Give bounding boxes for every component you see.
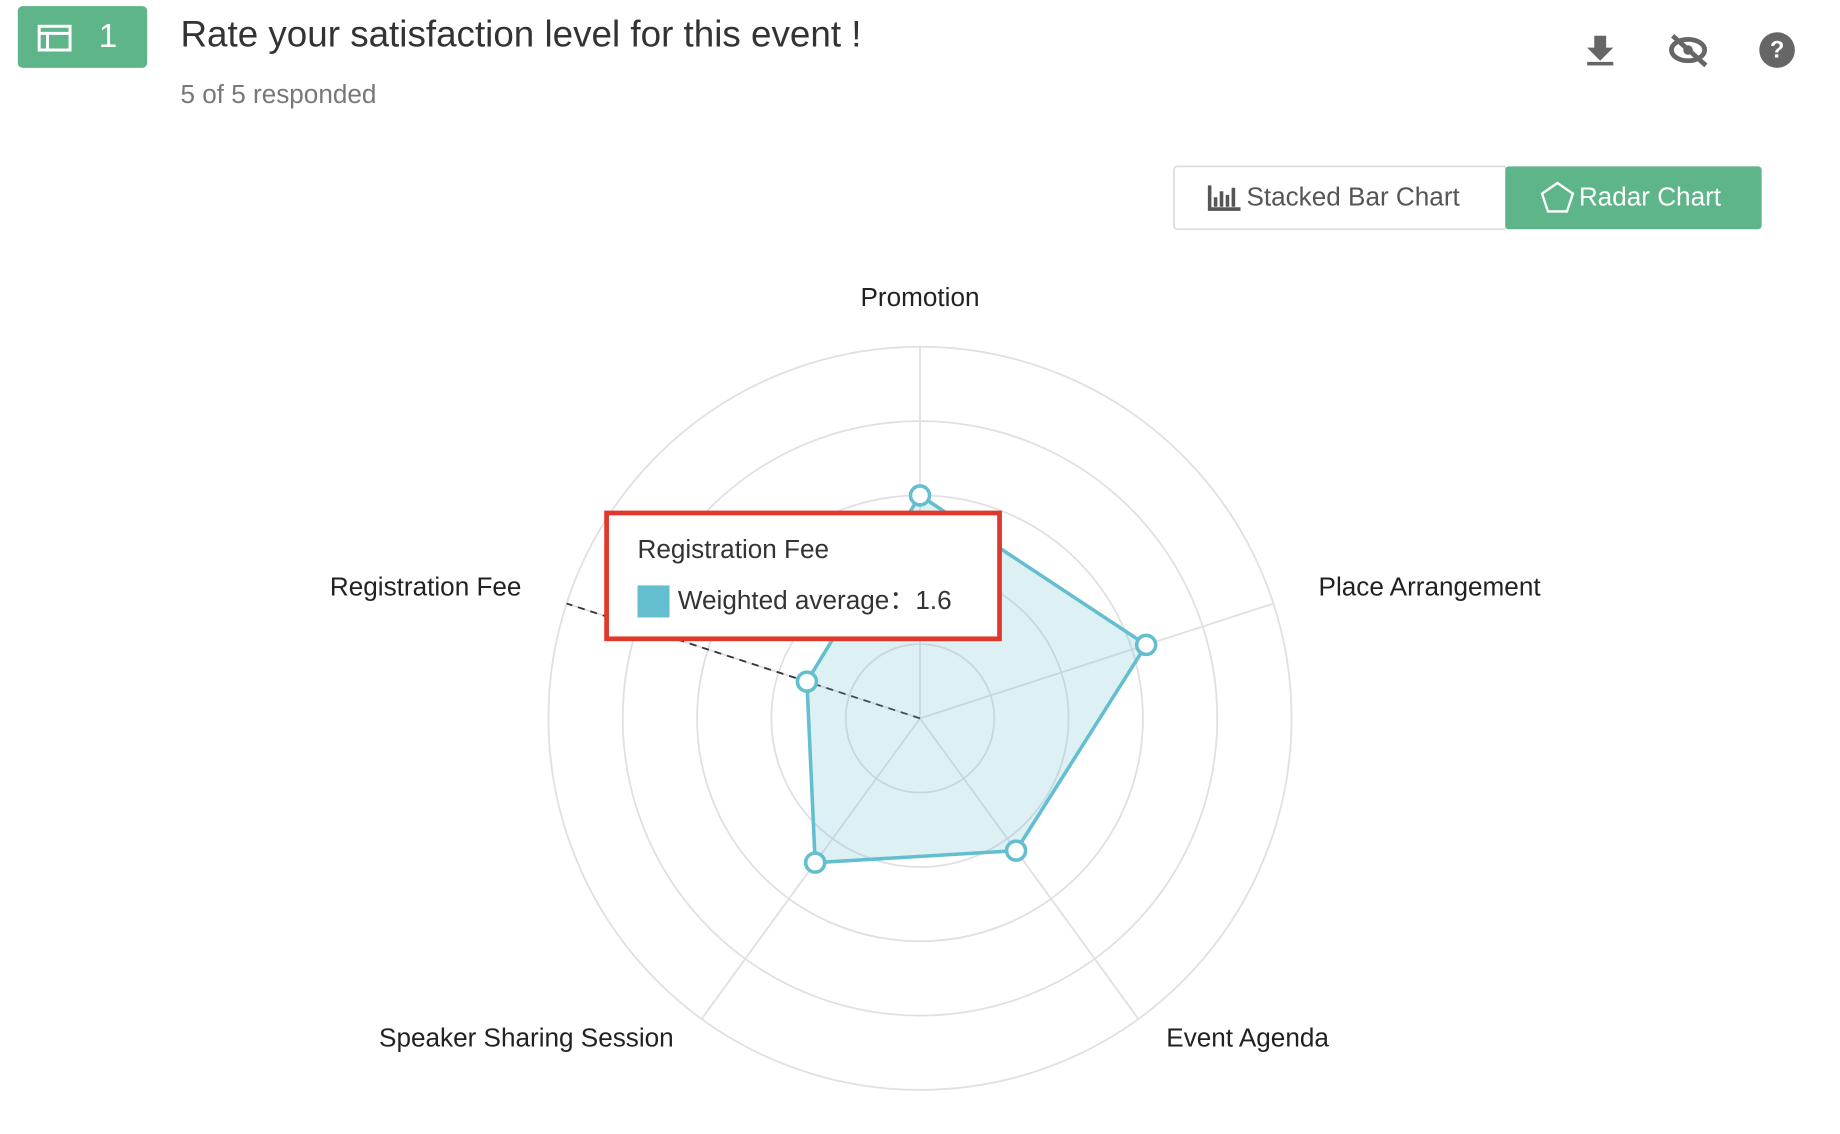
axis-spoke: [919, 602, 1274, 720]
question-title: Rate your satisfaction level for this ev…: [180, 14, 861, 55]
table-icon: [37, 24, 72, 52]
separator: ：: [889, 585, 915, 615]
help-button[interactable]: ?: [1759, 32, 1795, 68]
axis-label: Promotion: [860, 282, 979, 312]
radar-point: [803, 851, 827, 874]
question-number: 1: [99, 18, 117, 55]
toggle-label: Stacked Bar Chart: [1246, 181, 1460, 211]
radar-point: [1134, 633, 1158, 657]
axis-label: Speaker Sharing Session: [379, 1022, 674, 1052]
tooltip-title: Registration Fee: [637, 534, 829, 564]
hide-button[interactable]: [1669, 34, 1708, 68]
tooltip-value: Weighted average：1.6: [678, 585, 952, 615]
tooltip-swatch: [637, 585, 670, 618]
series-name: Weighted average: [678, 585, 889, 615]
svg-text:?: ?: [1770, 37, 1785, 63]
responded-count: 5 of 5 responded: [180, 79, 376, 109]
toggle-label: Radar Chart: [1579, 181, 1722, 211]
axis-spoke: [919, 717, 1140, 1020]
axis-label: Registration Fee: [330, 572, 522, 602]
radar-point: [1004, 839, 1028, 862]
axis-label: Event Agenda: [1166, 1022, 1329, 1052]
radar-point: [908, 484, 932, 507]
download-button[interactable]: [1587, 35, 1614, 66]
stacked-bar-button[interactable]: Stacked Bar Chart: [1173, 165, 1508, 231]
question-badge: [17, 6, 148, 68]
tooltip-box: [604, 510, 1002, 642]
axis-label: Place Arrangement: [1319, 572, 1542, 602]
tooltip: Registration Fee Weighted average：1.6: [604, 510, 1002, 642]
value: 1.6: [915, 585, 951, 615]
radar-button[interactable]: Radar Chart: [1505, 166, 1762, 230]
radar-point: [795, 670, 819, 693]
axis-pointer: [566, 602, 921, 720]
chart-type-toggle: Stacked Bar Chart Radar Chart: [1173, 165, 1762, 231]
